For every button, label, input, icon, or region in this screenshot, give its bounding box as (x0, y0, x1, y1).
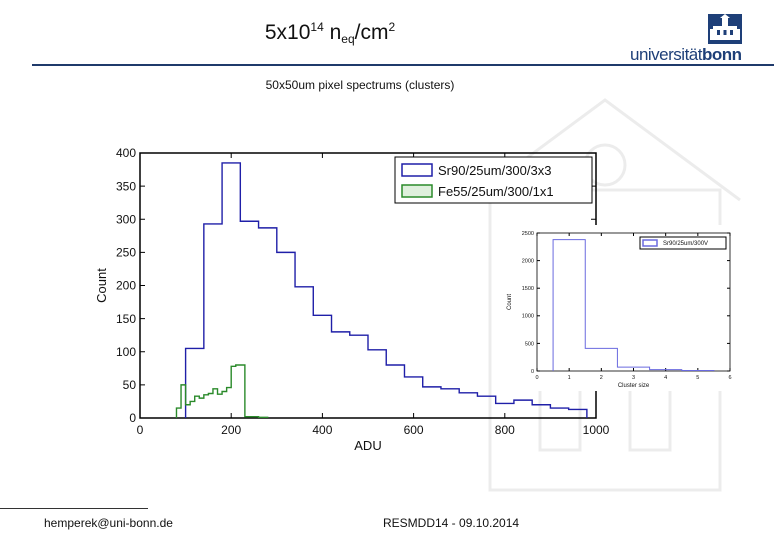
main-legend: Sr90/25um/300/3x3 Fe55/25um/300/1x1 (394, 156, 593, 204)
main-x-tick-label: 600 (404, 423, 424, 437)
inset-y-axis-label: Count (507, 294, 513, 310)
logo-text-bold: bonn (701, 45, 742, 64)
main-legend-label: Sr90/25um/300/3x3 (438, 163, 551, 178)
inset-y-tick-label: 2500 (522, 231, 534, 237)
inset-legend-label: Sr90/25um/300V (663, 241, 708, 247)
header-divider (32, 64, 774, 66)
main-y-tick-label: 400 (116, 146, 136, 160)
main-y-tick-label: 350 (116, 179, 136, 193)
footer-conference: RESMDD14 - 09.10.2014 (383, 516, 520, 530)
inset-y-tick-label: 0 (531, 369, 534, 375)
inset-x-tick-label: 4 (664, 375, 667, 381)
inset-legend-box (639, 236, 727, 250)
main-y-tick-label: 0 (129, 411, 136, 425)
main-y-tick-label: 100 (116, 345, 136, 359)
main-y-tick-label: 150 (116, 312, 136, 326)
main-y-axis-label: Count (94, 268, 109, 303)
main-y-tick-label: 250 (116, 246, 136, 260)
inset-y-tick-label: 2000 (522, 259, 534, 265)
main-x-tick-label: 800 (495, 423, 515, 437)
inset-y-tick-label: 1000 (522, 314, 534, 320)
inset-x-tick-label: 0 (535, 375, 538, 381)
inset-y-tick-label: 500 (525, 341, 534, 347)
main-x-tick-label: 1000 (583, 423, 610, 437)
inset-x-tick-label: 1 (568, 375, 571, 381)
university-logo: universitätbonn (630, 12, 775, 64)
inset-x-tick-label: 2 (600, 375, 603, 381)
main-y-tick-label: 300 (116, 212, 136, 226)
slide-title: 5x1014 neq/cm2 (264, 20, 396, 46)
inset-y-tick-label: 1500 (522, 286, 534, 292)
main-x-tick-label: 400 (312, 423, 332, 437)
main-legend-label: Fe55/25um/300/1x1 (438, 184, 554, 199)
inset-x-tick-label: 3 (632, 375, 635, 381)
footer-divider (0, 508, 148, 509)
inset-legend-swatch (642, 239, 658, 247)
inset-x-axis-label: Cluster size (618, 383, 650, 389)
main-y-tick-label: 50 (123, 378, 137, 392)
university-seal-icon (708, 14, 742, 44)
main-legend-swatch (401, 184, 433, 198)
main-x-axis-label: ADU (354, 438, 381, 453)
main-series-2 (175, 364, 269, 419)
inset-x-tick-label: 6 (728, 375, 731, 381)
inset-x-tick-label: 5 (696, 375, 699, 381)
footer-email: hemperek@uni-bonn.de (44, 516, 173, 530)
inset-legend: Sr90/25um/300V (639, 236, 727, 250)
main-series-1 (184, 162, 588, 418)
main-y-tick-label: 200 (116, 279, 136, 293)
main-x-tick-label: 200 (221, 423, 241, 437)
logo-text: universität (630, 45, 702, 64)
main-legend-swatch (401, 163, 433, 177)
slide-subtitle: 50x50um pixel spectrums (clusters) (265, 78, 455, 92)
main-x-tick-label: 0 (137, 423, 144, 437)
inset-series-1 (552, 239, 715, 371)
